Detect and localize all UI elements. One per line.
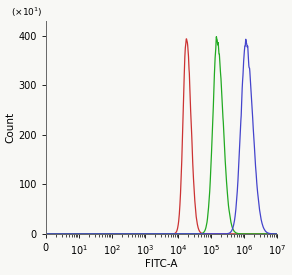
- X-axis label: FITC-A: FITC-A: [145, 259, 178, 270]
- Y-axis label: Count: Count: [6, 112, 15, 143]
- Text: $(\times 10^1)$: $(\times 10^1)$: [11, 6, 43, 19]
